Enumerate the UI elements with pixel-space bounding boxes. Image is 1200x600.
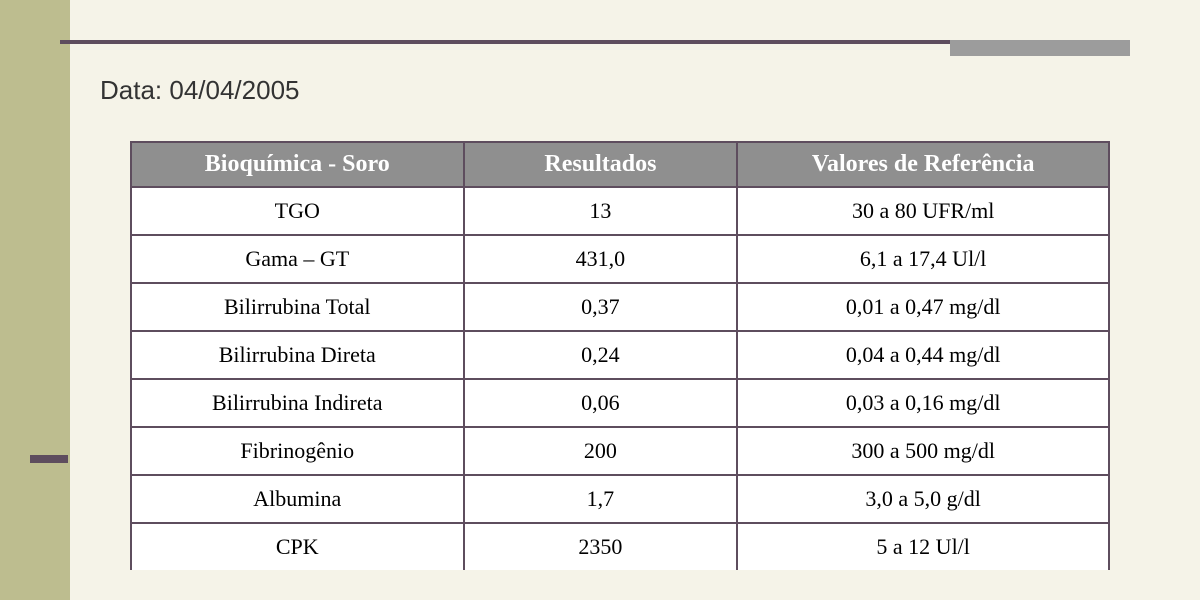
cell-reference: 6,1 a 17,4 Ul/l (737, 235, 1109, 283)
table-row: CPK 2350 5 a 12 Ul/l (131, 523, 1109, 570)
table-row: Gama – GT 431,0 6,1 a 17,4 Ul/l (131, 235, 1109, 283)
bioquimica-table: Bioquímica - Soro Resultados Valores de … (130, 141, 1110, 570)
cell-parameter: Bilirrubina Total (131, 283, 464, 331)
table-row: TGO 13 30 a 80 UFR/ml (131, 187, 1109, 235)
cell-reference: 30 a 80 UFR/ml (737, 187, 1109, 235)
cell-parameter: CPK (131, 523, 464, 570)
cell-parameter: Bilirrubina Direta (131, 331, 464, 379)
cell-reference: 0,01 a 0,47 mg/dl (737, 283, 1109, 331)
cell-result: 2350 (464, 523, 738, 570)
table-row: Bilirrubina Indireta 0,06 0,03 a 0,16 mg… (131, 379, 1109, 427)
cell-reference: 0,03 a 0,16 mg/dl (737, 379, 1109, 427)
cell-reference: 3,0 a 5,0 g/dl (737, 475, 1109, 523)
cell-parameter: Gama – GT (131, 235, 464, 283)
cell-result: 1,7 (464, 475, 738, 523)
cell-parameter: Fibrinogênio (131, 427, 464, 475)
cell-reference: 5 a 12 Ul/l (737, 523, 1109, 570)
table-row: Fibrinogênio 200 300 a 500 mg/dl (131, 427, 1109, 475)
cell-result: 431,0 (464, 235, 738, 283)
content-area: Data: 04/04/2005 Bioquímica - Soro Resul… (100, 75, 1140, 570)
cell-parameter: TGO (131, 187, 464, 235)
cell-parameter: Albumina (131, 475, 464, 523)
left-accent (30, 455, 68, 463)
cell-parameter: Bilirrubina Indireta (131, 379, 464, 427)
table-header-row: Bioquímica - Soro Resultados Valores de … (131, 142, 1109, 187)
column-header-parameter: Bioquímica - Soro (131, 142, 464, 187)
left-sidebar (0, 0, 70, 600)
cell-result: 200 (464, 427, 738, 475)
cell-reference: 0,04 a 0,44 mg/dl (737, 331, 1109, 379)
column-header-results: Resultados (464, 142, 738, 187)
cell-result: 13 (464, 187, 738, 235)
cell-result: 0,37 (464, 283, 738, 331)
date-label: Data: 04/04/2005 (100, 75, 1140, 106)
top-right-accent (950, 40, 1130, 56)
cell-result: 0,24 (464, 331, 738, 379)
table-row: Albumina 1,7 3,0 a 5,0 g/dl (131, 475, 1109, 523)
column-header-reference: Valores de Referência (737, 142, 1109, 187)
table-row: Bilirrubina Direta 0,24 0,04 a 0,44 mg/d… (131, 331, 1109, 379)
table-row: Bilirrubina Total 0,37 0,01 a 0,47 mg/dl (131, 283, 1109, 331)
cell-result: 0,06 (464, 379, 738, 427)
cell-reference: 300 a 500 mg/dl (737, 427, 1109, 475)
